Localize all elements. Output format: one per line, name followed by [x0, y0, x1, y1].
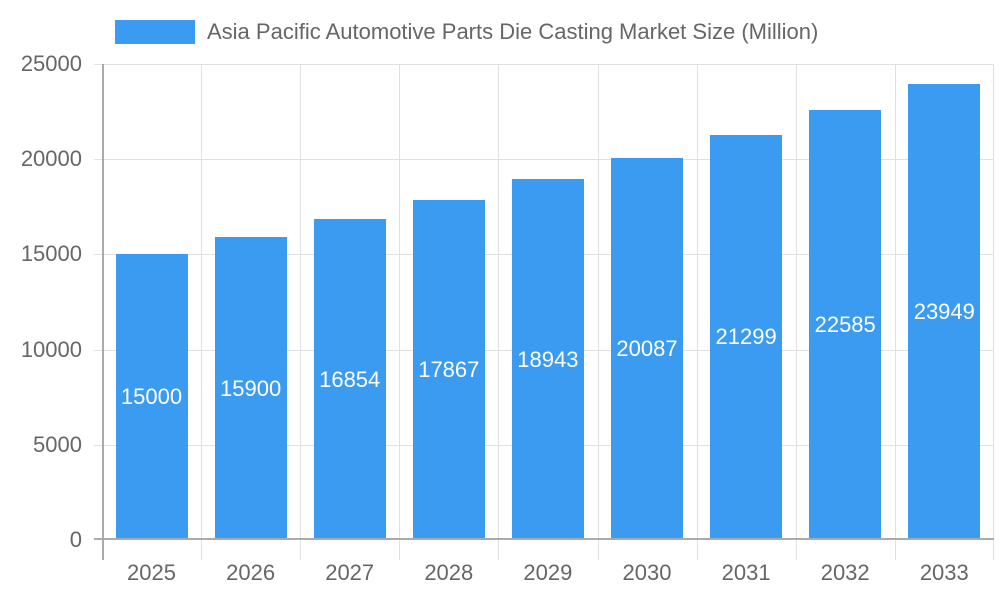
- y-tick-label: 10000: [20, 336, 82, 362]
- bar-value-label: 15900: [220, 375, 282, 401]
- plot-area: 25000 20000 15000 10000 5000 0 15000 159…: [21, 53, 994, 584]
- bar-2025[interactable]: 15000: [115, 254, 188, 540]
- vgridline: [993, 64, 994, 560]
- vgridline: [894, 64, 896, 560]
- bar-2032[interactable]: 22585: [809, 110, 882, 540]
- y-tick-label: 15000: [20, 241, 82, 267]
- bar-value-label: 20087: [616, 335, 678, 361]
- bar-value-label: 18943: [517, 346, 579, 372]
- vgridline: [696, 64, 698, 560]
- x-tick-label: 2032: [820, 560, 870, 585]
- vgridline: [795, 64, 797, 560]
- y-tick-label: 5000: [33, 431, 82, 457]
- bar-2026[interactable]: 15900: [214, 237, 287, 540]
- x-tick-label: 2033: [919, 560, 969, 585]
- x-tick-label: 2025: [127, 560, 176, 585]
- x-tick-label: 2028: [424, 560, 474, 585]
- bar-value-label: 23949: [913, 299, 975, 324]
- bar-value-label: 16854: [319, 366, 381, 392]
- bar-2027[interactable]: 16854: [313, 219, 386, 540]
- x-axis-line: [94, 538, 994, 540]
- y-tick-label: 0: [69, 527, 82, 552]
- legend-label: Asia Pacific Automotive Parts Die Castin…: [207, 19, 819, 44]
- y-tick-label: 25000: [20, 51, 82, 76]
- bar-2029[interactable]: 18943: [511, 179, 584, 540]
- bar-2033[interactable]: 23949: [908, 84, 981, 540]
- bar-2028[interactable]: 17867: [412, 199, 485, 540]
- bar-value-label: 22585: [814, 312, 876, 337]
- y-tick-label: 20000: [20, 146, 82, 172]
- vgridline: [498, 64, 500, 560]
- gridline-20000: [94, 159, 994, 161]
- bar-value-label: 15000: [120, 384, 183, 410]
- vgridline: [399, 64, 401, 560]
- vgridline: [597, 64, 599, 560]
- legend[interactable]: Asia Pacific Automotive Parts Die Castin…: [115, 18, 818, 46]
- y-axis-line: [102, 64, 104, 560]
- x-tick-label: 2026: [226, 560, 276, 585]
- bar-2030[interactable]: 20087: [611, 157, 683, 540]
- x-tick-label: 2030: [622, 560, 672, 585]
- x-tick-label: 2031: [721, 560, 771, 585]
- legend-swatch: [115, 20, 195, 44]
- x-tick-label: 2027: [325, 560, 375, 585]
- bar-value-label: 17867: [418, 356, 480, 382]
- bar-2031[interactable]: 21299: [710, 134, 783, 540]
- vgridline: [201, 64, 203, 560]
- bar-value-label: 21299: [715, 324, 777, 350]
- vgridline: [300, 64, 302, 560]
- gridline-25000: [94, 64, 994, 65]
- x-tick-label: 2029: [523, 560, 573, 585]
